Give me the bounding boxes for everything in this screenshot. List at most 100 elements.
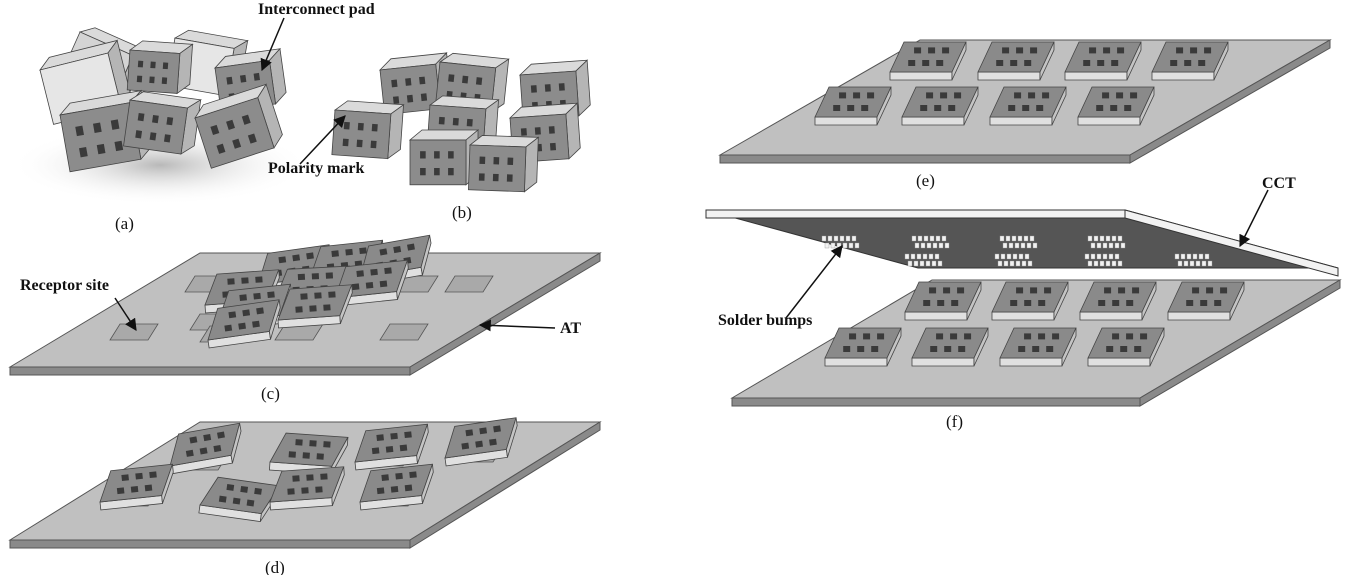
solder-bump xyxy=(932,242,938,249)
interconnect-pad xyxy=(199,447,208,455)
interconnect-pad xyxy=(371,123,378,132)
solder-bump xyxy=(920,242,926,249)
solder-bump xyxy=(1177,260,1183,267)
cct-arrow xyxy=(1239,189,1269,248)
interconnect-pad xyxy=(218,495,227,503)
cct-edge xyxy=(705,209,1126,219)
solder-bump xyxy=(848,242,854,249)
interconnect-pad xyxy=(149,132,157,141)
interconnect-pad xyxy=(241,277,249,284)
solder-bump xyxy=(1111,260,1117,267)
solder-bump xyxy=(1006,253,1012,260)
interconnect-pad xyxy=(315,486,323,493)
interconnect-pad xyxy=(1170,60,1178,66)
solder-bump xyxy=(1014,242,1020,249)
caption-f: (f) xyxy=(946,412,963,431)
interconnect-pad xyxy=(370,268,378,276)
interconnect-pad xyxy=(475,77,483,85)
receptor-site xyxy=(444,275,494,293)
interconnect-pad xyxy=(96,143,106,155)
chip-side xyxy=(1229,281,1245,321)
interconnect-pad xyxy=(839,92,847,99)
chip-edge xyxy=(911,357,975,367)
solder-bump xyxy=(821,235,827,242)
interconnect-pad xyxy=(328,291,336,298)
solder-bump xyxy=(1201,260,1207,267)
chip-edge xyxy=(1167,311,1231,321)
solder-bump xyxy=(941,235,947,242)
solder-bump xyxy=(827,235,833,242)
interconnect-pad xyxy=(1176,47,1184,54)
interconnect-pad xyxy=(331,250,339,257)
interconnect-pad xyxy=(213,444,222,453)
solder-bump xyxy=(1183,260,1189,267)
interconnect-pad xyxy=(343,121,350,130)
interconnect-pad xyxy=(1096,105,1104,111)
receptor-site-arrow xyxy=(114,297,137,332)
cct-side-edge xyxy=(1124,209,1339,277)
interconnect-pad xyxy=(1010,60,1018,66)
chip-edge xyxy=(989,116,1053,126)
interconnect-pad xyxy=(847,105,855,111)
leader-arrows xyxy=(114,17,1269,332)
plate-side-edge xyxy=(1129,39,1331,164)
solder-bump xyxy=(1015,260,1021,267)
interconnect-pad xyxy=(379,248,388,256)
interconnect-pad xyxy=(267,291,275,299)
solder-bump xyxy=(1093,260,1099,267)
interconnect-pad xyxy=(964,333,972,340)
interconnect-pad xyxy=(1038,333,1046,340)
interconnect-pad xyxy=(371,447,380,455)
interconnect-pad xyxy=(246,499,255,507)
flat-chip xyxy=(991,281,1069,321)
chip-edge xyxy=(904,311,968,321)
solder-bump-group xyxy=(1087,235,1126,249)
flat-chip xyxy=(169,422,242,475)
interconnect-pad xyxy=(936,333,944,340)
interconnect-pad xyxy=(149,76,155,84)
interconnect-pad xyxy=(114,140,124,152)
interconnect-pad xyxy=(434,168,440,176)
solder-bump xyxy=(1195,260,1201,267)
interconnect-pad xyxy=(922,60,930,66)
interconnect-pad xyxy=(189,436,198,444)
interconnect-pad xyxy=(1116,92,1124,99)
interconnect-pad xyxy=(944,346,952,352)
solder-bump xyxy=(916,253,922,260)
interconnect-pad xyxy=(149,471,157,479)
interconnect-pad xyxy=(1126,333,1134,340)
interconnect-pad xyxy=(224,324,233,332)
interconnect-pad xyxy=(1104,287,1112,294)
chip-edge xyxy=(1079,311,1143,321)
interconnect-pad xyxy=(314,292,322,299)
chip-side xyxy=(966,281,982,321)
solder-bump-group xyxy=(1084,253,1123,267)
chip-edge xyxy=(824,357,888,367)
interconnect-pad xyxy=(144,484,153,492)
solder-bump xyxy=(904,253,910,260)
chip-face xyxy=(409,139,467,186)
interconnect-pad xyxy=(943,287,951,294)
solder-bump-group xyxy=(1174,253,1213,267)
interconnect-pad xyxy=(1200,300,1208,306)
interconnect-pad xyxy=(359,247,367,255)
interconnect-pad xyxy=(507,157,514,165)
interconnect-pad xyxy=(465,429,474,437)
interconnect-pad xyxy=(929,287,937,294)
solder-bump xyxy=(1002,242,1008,249)
interconnect-pad xyxy=(1024,60,1032,66)
interconnect-pad xyxy=(252,320,260,328)
interconnect-pad xyxy=(227,278,235,285)
interconnect-pad xyxy=(1112,300,1120,306)
interconnect-pad xyxy=(863,333,871,340)
interconnect-pad xyxy=(1022,105,1030,111)
interconnect-pad xyxy=(479,427,488,435)
loose-chip xyxy=(408,129,480,186)
flat-chip xyxy=(444,417,518,467)
interconnect-pad xyxy=(1098,300,1106,306)
flat-chip xyxy=(1064,41,1142,81)
flat-chip xyxy=(977,41,1055,81)
solder-bump xyxy=(1192,253,1198,260)
receptor-site xyxy=(379,323,429,341)
solder-bump xyxy=(919,260,925,267)
